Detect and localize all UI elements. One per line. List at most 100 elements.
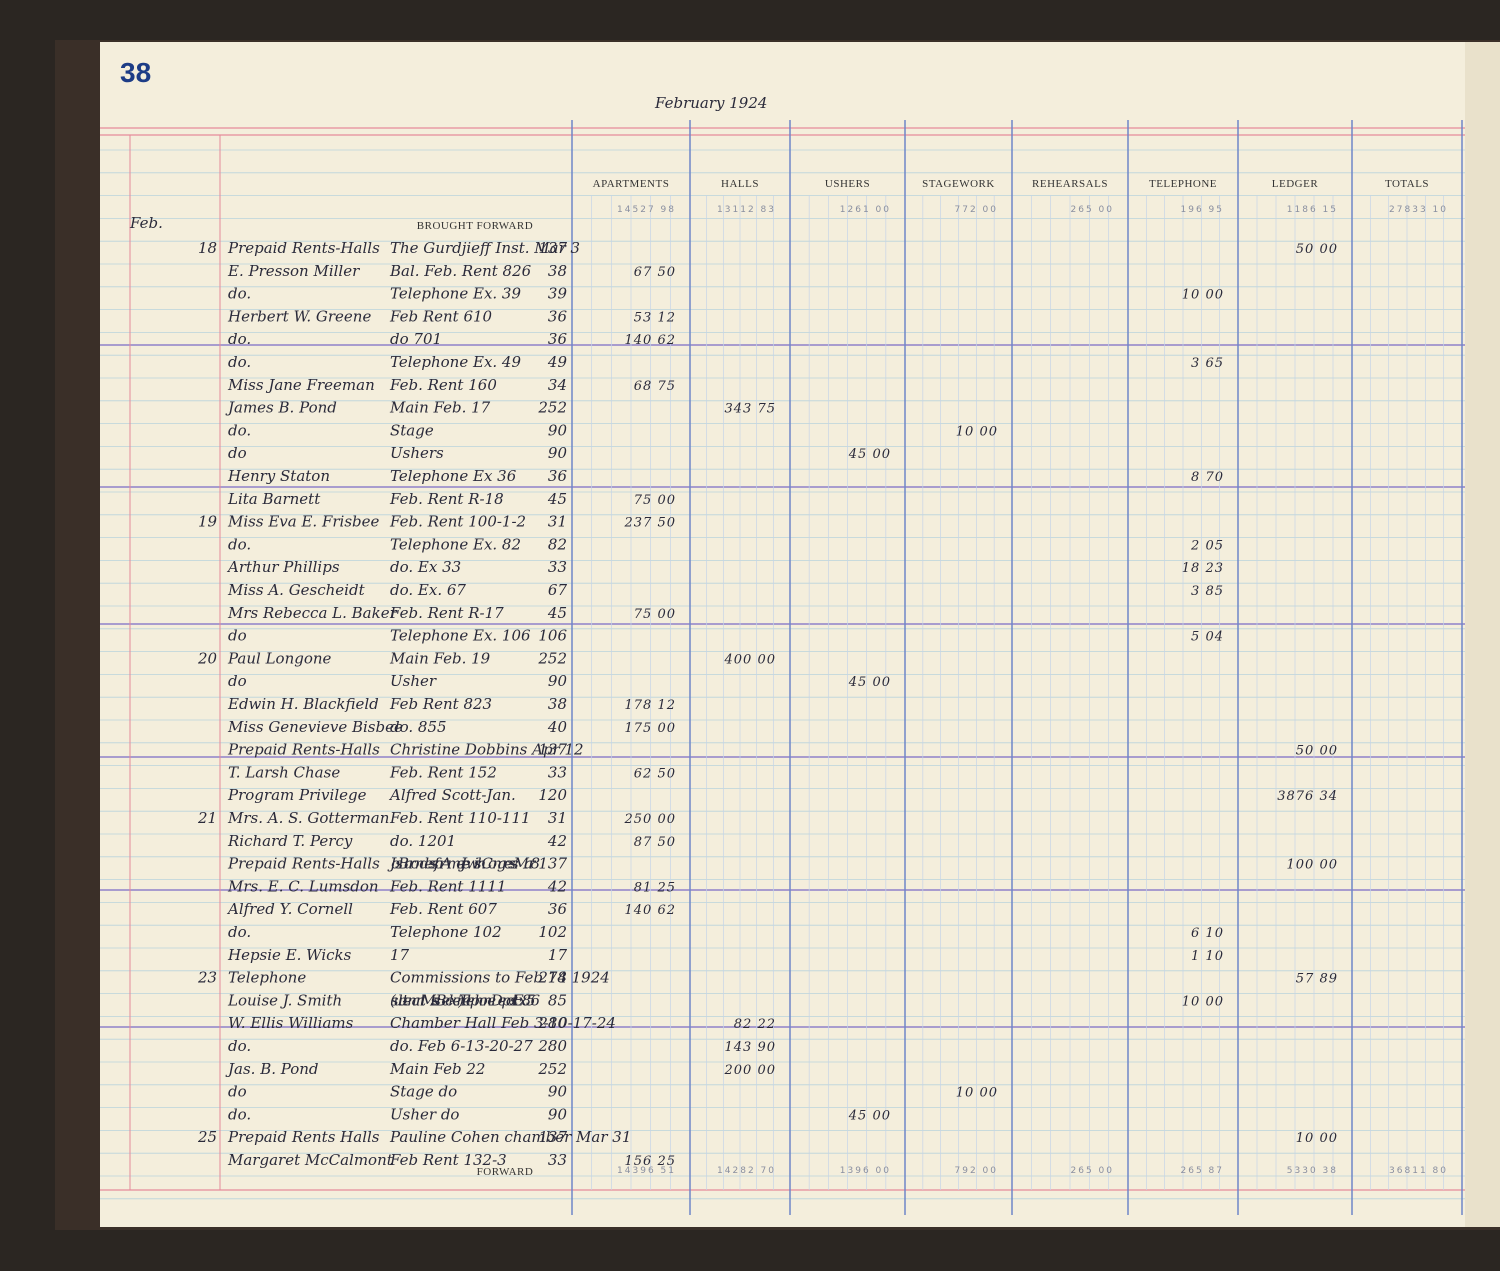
name: do (228, 444, 247, 462)
description: Feb. Rent R-18 (389, 490, 504, 508)
folio: 120 (538, 786, 567, 804)
folio: 252 (537, 399, 567, 417)
amount: 178 12 (625, 698, 677, 713)
description: do. Feb 6-13-20-27 (390, 1037, 533, 1055)
folio: 82 (548, 535, 567, 553)
description: Bal. Feb. Rent 826 (389, 262, 532, 280)
name: do (228, 627, 247, 645)
amount: 3 65 (1191, 356, 1224, 371)
folio: 137 (538, 239, 567, 257)
name: W. Ellis Williams (228, 1014, 354, 1032)
name: James B. Pond (225, 399, 337, 417)
folio: 85 (548, 991, 567, 1009)
folio: 33 (548, 558, 567, 576)
description: Ushers (390, 444, 444, 462)
folio: 137 (538, 741, 567, 759)
name: Richard T. Percy (227, 832, 353, 850)
column-header: REHEARSALS (1032, 178, 1108, 190)
description: do. Ex 33 (390, 558, 461, 576)
amount: 140 62 (625, 333, 677, 348)
name: Mrs. A. S. Gotterman (227, 809, 389, 827)
folio: 31 (548, 513, 567, 531)
next-page-edge (1465, 42, 1500, 1227)
folio: 106 (538, 627, 567, 645)
description: Telephone Ex 36 (390, 467, 517, 485)
amount: 343 75 (725, 402, 777, 417)
amount: 5 04 (1191, 630, 1224, 645)
description: Feb. Rent 152 (389, 763, 497, 781)
folio: 252 (537, 649, 567, 667)
amount: 18 23 (1182, 561, 1224, 576)
amount: 62 50 (634, 766, 676, 781)
folio: 280 (537, 1037, 567, 1055)
column-header: USHERS (825, 178, 870, 190)
amount: 3 85 (1191, 584, 1224, 599)
description: Main Feb. 17 (389, 399, 491, 417)
description: Telephone Ex. 39 (390, 285, 521, 303)
amount: 140 62 (625, 903, 677, 918)
name: Mrs. E. C. Lumsdon (227, 877, 379, 895)
description: Telephone Ex. 82 (390, 535, 521, 553)
description: Feb. Rent 1111 (389, 877, 506, 895)
amount: 175 00 (625, 721, 677, 736)
name: Louise J. Smith (227, 991, 342, 1009)
description: Alfred Scott-Jan. (388, 786, 516, 804)
amount: 156 25 (625, 1154, 677, 1169)
folio: 39 (548, 285, 568, 303)
amount: 27833 10 (1389, 205, 1448, 215)
amount: 5330 38 (1287, 1166, 1338, 1176)
description: do. 855 (390, 718, 447, 736)
description: Feb Rent 610 (389, 307, 493, 325)
name: Margaret McCalmont (227, 1151, 394, 1169)
amount: 36811 80 (1389, 1166, 1448, 1176)
name: Henry Staton (227, 467, 330, 485)
amount: 10 00 (1182, 994, 1224, 1009)
column-header: LEDGER (1272, 178, 1319, 190)
name: do. (228, 421, 251, 439)
date: 20 (197, 649, 218, 667)
amount: 792 00 (955, 1166, 999, 1176)
folio: 42 (547, 832, 567, 850)
description: Feb. Rent R-17 (389, 604, 504, 622)
description: Telephone Ex. 49 (390, 353, 521, 371)
name: do. (228, 535, 251, 553)
name: do. (228, 1037, 251, 1055)
folio: 42 (547, 877, 567, 895)
amount: 82 22 (734, 1017, 776, 1032)
folio: 90 (548, 1105, 568, 1123)
folio: 67 (548, 581, 568, 599)
month: Feb. (129, 214, 163, 232)
amount: 14282 70 (717, 1166, 776, 1176)
amount: 1 10 (1191, 949, 1224, 964)
amount: 14527 98 (617, 205, 676, 215)
amount: 50 00 (1296, 242, 1338, 257)
column-header: HALLS (721, 178, 759, 190)
folio: 33 (548, 1151, 567, 1169)
amount: 45 00 (848, 447, 891, 462)
folio: 40 (547, 718, 568, 736)
name: Miss Jane Freeman (227, 376, 375, 394)
folio: 252 (537, 1060, 567, 1078)
description: Usher do (390, 1105, 459, 1123)
name: Hepsie E. Wicks (227, 946, 352, 964)
amount: 772 00 (955, 205, 999, 215)
description: Feb. Rent 100-1-2 (389, 513, 526, 531)
amount: 45 00 (848, 675, 891, 690)
amount: 8 70 (1191, 470, 1224, 485)
description: Feb. Rent 607 (389, 900, 497, 918)
amount: 14396 51 (617, 1166, 676, 1176)
folio: 45 (547, 490, 567, 508)
amount: 10 00 (1182, 288, 1224, 303)
name: do. (228, 285, 251, 303)
name: Paul Longone (227, 649, 332, 667)
date: 25 (197, 1128, 217, 1146)
amount: 50 00 (1296, 744, 1338, 759)
name: Miss A. Gescheidt (227, 581, 366, 599)
description: Main Feb. 19 (389, 649, 491, 667)
amount: 265 87 (1181, 1166, 1225, 1176)
name: do (228, 1083, 247, 1101)
date: 18 (198, 239, 217, 257)
name: Prepaid Rents Halls (227, 1128, 380, 1146)
amount: 196 95 (1181, 205, 1225, 215)
